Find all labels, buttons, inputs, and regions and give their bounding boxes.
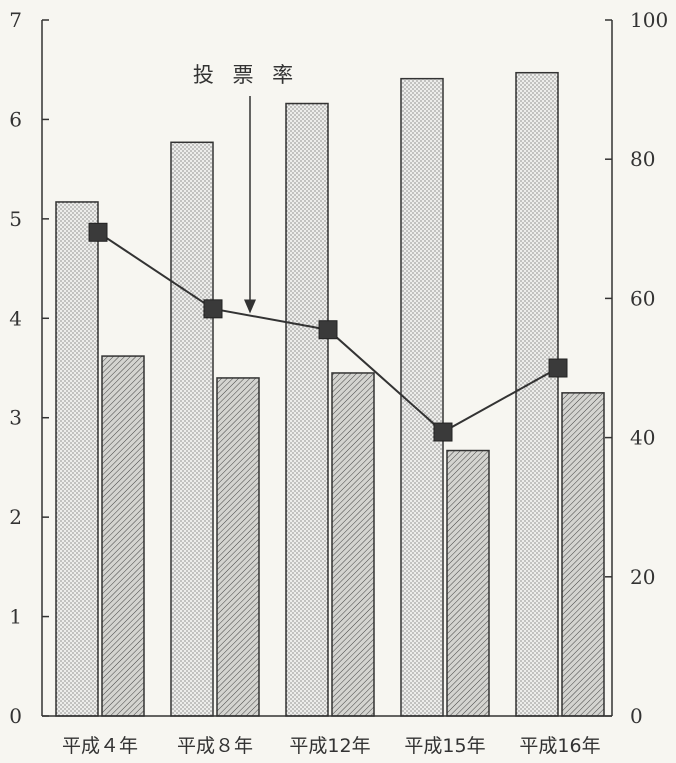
bar-dotted-4 <box>400 77 444 717</box>
annotation-layer: 投 票 率 <box>193 63 299 314</box>
left-tick-label: 2 <box>9 505 22 529</box>
bar-dotted-1 <box>55 201 99 717</box>
line-layer <box>88 222 568 442</box>
right-tick-label: 60 <box>630 286 655 310</box>
line-marker-5 <box>548 358 568 378</box>
left-tick-label: 5 <box>9 207 22 231</box>
category-label: 平成８年 <box>177 735 253 757</box>
category-label: 平成15年 <box>404 735 485 757</box>
line-marker-4 <box>433 422 453 442</box>
bars-layer <box>55 71 605 717</box>
left-tick-label: 3 <box>9 406 22 430</box>
left-tick-label: 1 <box>9 605 22 629</box>
annotation-arrow-head <box>244 299 256 314</box>
right-tick-label: 100 <box>630 8 668 32</box>
bar-dotted-5 <box>515 71 559 717</box>
bar-dotted-3 <box>285 102 329 717</box>
line-marker-2 <box>203 299 223 319</box>
bar-hatched-4 <box>446 449 490 717</box>
bar-hatched-5 <box>561 392 605 717</box>
line-marker-1 <box>88 222 108 242</box>
bar-dotted-2 <box>170 141 214 717</box>
left-tick-label: 7 <box>9 8 22 32</box>
right-tick-label: 40 <box>630 426 655 450</box>
category-label: 平成16年 <box>519 735 600 757</box>
labels-layer: 0 1 2 3 4 5 6 7 0 20 40 60 80 100 平成４年 平成８年 平成12年 平成15年 平成… <box>9 8 668 757</box>
left-tick-label: 4 <box>9 306 22 330</box>
right-tick-label: 20 <box>630 565 655 589</box>
bar-hatched-3 <box>331 372 375 717</box>
axes-layer <box>41 19 613 717</box>
line-marker-3 <box>318 320 338 340</box>
left-tick-label: 6 <box>9 107 22 131</box>
annotation-label: 投 票 率 <box>193 63 299 87</box>
category-label: 平成12年 <box>289 735 370 757</box>
right-tick-label: 0 <box>630 704 643 728</box>
right-tick-label: 80 <box>630 147 655 171</box>
category-label: 平成４年 <box>62 735 138 757</box>
bar-hatched-2 <box>216 377 260 717</box>
left-tick-label: 0 <box>9 704 22 728</box>
bar-hatched-1 <box>101 355 145 717</box>
